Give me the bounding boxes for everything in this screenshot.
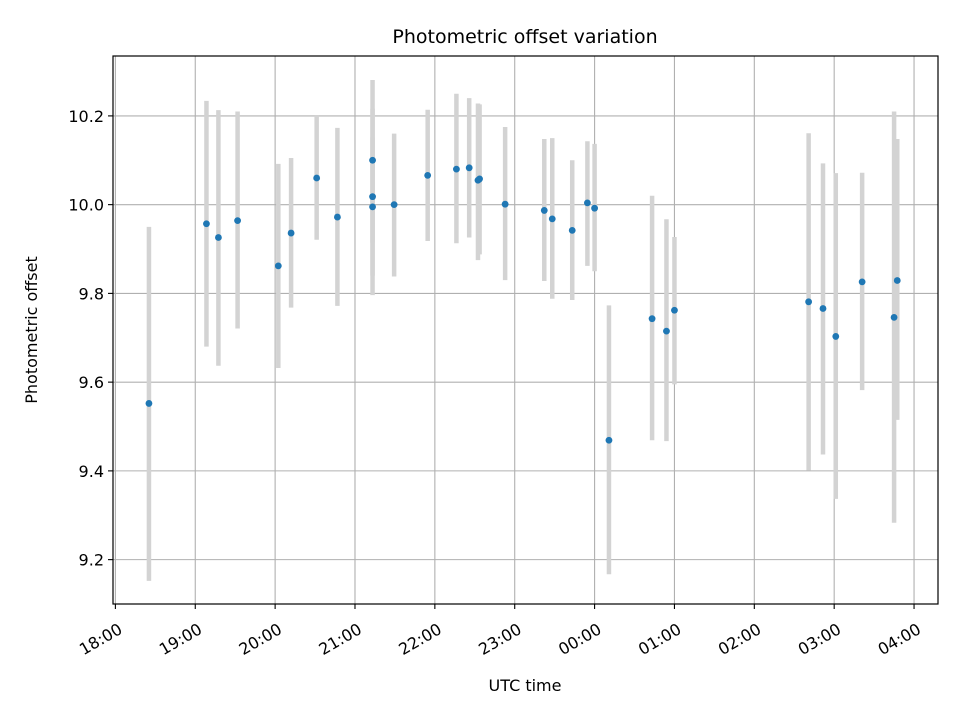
- data-point: [313, 174, 321, 182]
- data-point: [476, 175, 483, 183]
- data-point: [805, 298, 813, 306]
- x-axis-title: UTC time: [489, 676, 562, 695]
- data-point: [832, 333, 840, 340]
- data-point: [203, 220, 210, 228]
- y-tick-label: 10.0: [68, 196, 104, 215]
- data-point: [583, 199, 591, 207]
- data-point: [334, 213, 341, 221]
- y-tick-label: 10.2: [68, 107, 104, 126]
- data-point: [501, 200, 509, 208]
- data-point: [858, 278, 866, 286]
- data-point: [287, 229, 295, 237]
- y-axis: 9.2 9.4 9.6 9.8 10.0 10.2: [68, 107, 113, 570]
- data-point: [648, 315, 656, 323]
- y-tick-label: 9.2: [79, 551, 104, 570]
- data-point: [548, 215, 556, 223]
- data-point: [540, 207, 548, 214]
- data-points: [145, 156, 901, 444]
- data-point: [893, 277, 901, 284]
- y-tick-label: 9.4: [79, 462, 104, 481]
- data-point: [819, 305, 827, 312]
- y-tick-label: 9.8: [79, 284, 104, 303]
- data-point: [369, 193, 376, 201]
- data-point: [568, 226, 576, 234]
- data-point: [671, 306, 678, 314]
- plot-frame: [112, 55, 939, 605]
- data-point: [453, 165, 460, 173]
- chart-title: Photometric offset variation: [392, 26, 657, 48]
- data-point: [369, 203, 376, 211]
- data-point: [465, 164, 473, 172]
- data-point: [591, 204, 598, 212]
- data-point: [605, 436, 613, 444]
- data-point: [663, 327, 670, 335]
- y-tick-label: 9.6: [79, 373, 104, 392]
- data-point: [390, 201, 398, 209]
- y-axis-title: Photometric offset: [22, 256, 41, 404]
- data-point: [145, 400, 153, 407]
- data-point: [890, 313, 898, 321]
- data-point: [215, 234, 222, 241]
- data-point: [234, 217, 241, 225]
- data-point: [369, 156, 376, 164]
- data-point: [424, 171, 432, 179]
- data-point: [274, 262, 282, 270]
